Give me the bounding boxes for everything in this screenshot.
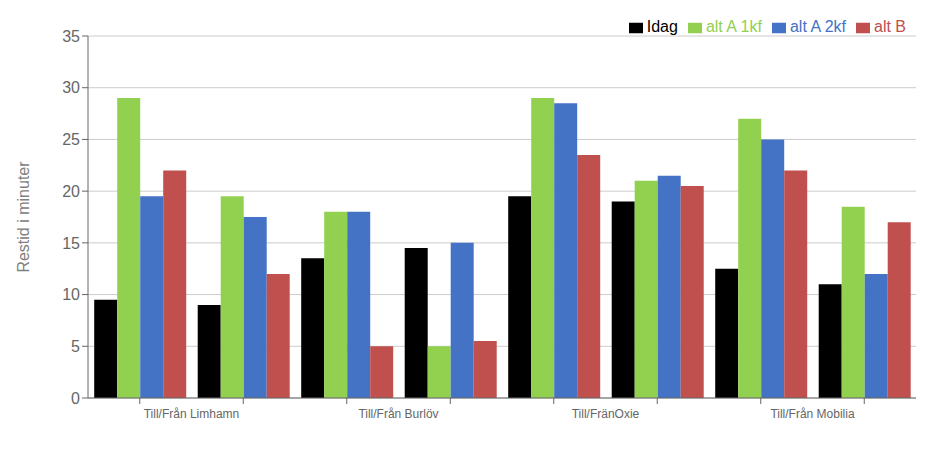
html-text:alt A 1kf: alt A 1kf xyxy=(705,18,762,35)
svg-text:30: 30 xyxy=(62,79,80,96)
svg-text:Till/Från Mobilia: Till/Från Mobilia xyxy=(770,407,855,421)
svg-text:20: 20 xyxy=(62,183,80,200)
html-text:alt B: alt B xyxy=(874,18,906,35)
svg-text:5: 5 xyxy=(71,338,80,355)
svg-text:Till/FränOxie: Till/FränOxie xyxy=(572,407,640,421)
svg-text:Restid i minuter: Restid i minuter xyxy=(15,161,32,273)
html-text:alt A 2kf: alt A 2kf xyxy=(789,18,846,35)
html-text:Idag: Idag xyxy=(646,18,678,35)
svg-text:25: 25 xyxy=(62,131,80,148)
svg-text:15: 15 xyxy=(62,235,80,252)
svg-text:0: 0 xyxy=(71,390,80,407)
svg-text:Till/Från Limhamn: Till/Från Limhamn xyxy=(144,407,240,421)
svg-text:35: 35 xyxy=(62,28,80,45)
svg-text:Till/Från Burlöv: Till/Från Burlöv xyxy=(358,407,438,421)
svg-text:10: 10 xyxy=(62,286,80,303)
